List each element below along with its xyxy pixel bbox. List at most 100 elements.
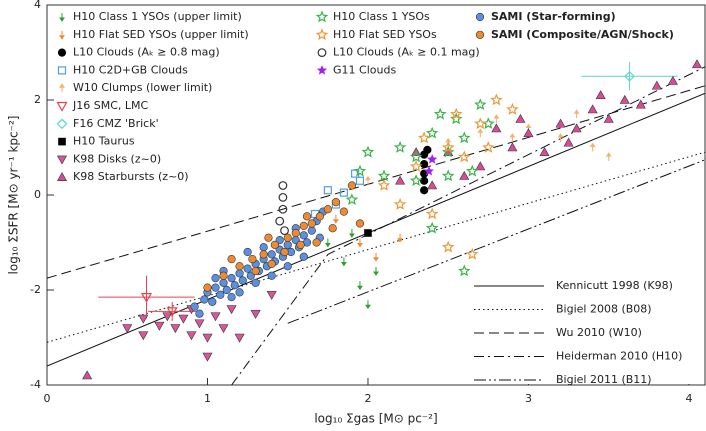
point xyxy=(420,160,429,169)
legend-label: F16 CMZ 'Brick' xyxy=(73,117,159,130)
point xyxy=(425,221,439,234)
x-tick-label: 4 xyxy=(685,392,692,405)
legend-label: G11 Clouds xyxy=(333,63,396,76)
point xyxy=(458,264,471,277)
point xyxy=(409,174,423,187)
x-axis-label: log₁₀ Σgas [M⊙ pc⁻²] xyxy=(314,412,437,426)
point xyxy=(373,267,379,276)
legend-marker xyxy=(56,155,68,165)
point xyxy=(250,309,261,319)
point xyxy=(624,70,635,82)
point xyxy=(283,240,292,249)
point xyxy=(420,176,429,185)
point xyxy=(509,133,516,142)
point xyxy=(474,98,487,111)
fit-line xyxy=(47,85,705,279)
point xyxy=(243,264,252,273)
point xyxy=(377,169,391,182)
point xyxy=(238,276,247,285)
point xyxy=(377,178,391,191)
point xyxy=(515,113,526,123)
y-tick-label: 0 xyxy=(34,188,41,201)
point xyxy=(324,238,331,248)
legend-item: H10 C2D+GB Clouds xyxy=(57,63,188,76)
point xyxy=(459,170,470,180)
point xyxy=(425,126,439,139)
legend-label: J16 SMC, LMC xyxy=(72,99,149,112)
legend-item: H10 Taurus xyxy=(58,135,135,148)
point xyxy=(539,147,550,157)
point xyxy=(433,107,447,120)
point xyxy=(227,293,236,302)
point xyxy=(482,117,495,130)
point xyxy=(475,161,486,171)
point xyxy=(507,142,518,152)
point xyxy=(573,109,580,119)
point xyxy=(227,274,236,283)
y-tick-label: -2 xyxy=(30,283,41,296)
point xyxy=(275,216,285,226)
legend-item: L10 Clouds (Aₖ ≥ 0.8 mag) xyxy=(57,46,220,59)
point xyxy=(235,269,244,278)
point xyxy=(248,255,257,264)
point xyxy=(235,262,244,271)
point xyxy=(280,247,289,257)
legend-marker xyxy=(56,172,68,181)
point xyxy=(353,164,367,177)
legend-marker xyxy=(317,48,327,57)
legend-item: K98 Starbursts (z~0) xyxy=(56,170,189,183)
legend-label: Heiderman 2010 (H10) xyxy=(556,350,682,363)
legend-label: K98 Starbursts (z~0) xyxy=(73,170,189,183)
point xyxy=(234,333,245,343)
point xyxy=(427,154,438,164)
point xyxy=(200,295,209,304)
point xyxy=(450,107,463,120)
legend-marker xyxy=(315,28,329,41)
point xyxy=(347,181,357,190)
point xyxy=(140,293,153,303)
y-tick-label: 4 xyxy=(34,0,41,11)
point xyxy=(138,331,149,341)
point xyxy=(373,252,379,262)
point xyxy=(417,131,431,144)
fit-line xyxy=(47,92,705,367)
legend-item: H10 Flat SED YSOs (upper limit) xyxy=(59,28,249,41)
point xyxy=(348,229,355,238)
legend-item: K98 Disks (z~0) xyxy=(56,152,161,165)
x-tick-label: 2 xyxy=(364,392,371,405)
point xyxy=(296,240,305,249)
legend-label: H10 Taurus xyxy=(73,135,135,148)
point xyxy=(331,198,340,207)
legend-item: F16 CMZ 'Brick' xyxy=(56,117,159,130)
point xyxy=(482,140,495,153)
point xyxy=(393,140,407,153)
legend-label: L10 Clouds (Aₖ ≥ 0.8 mag) xyxy=(73,46,220,59)
point xyxy=(270,240,279,249)
point xyxy=(211,283,220,292)
point xyxy=(420,186,429,195)
point xyxy=(340,257,347,267)
point xyxy=(283,262,292,271)
legend-label: Bigiel 2008 (B08) xyxy=(556,303,652,316)
point xyxy=(493,114,500,123)
point xyxy=(393,197,407,210)
legend-item: SAMI (Composite/AGN/Shock) xyxy=(475,28,674,41)
point xyxy=(170,324,181,334)
legend-label: SAMI (Composite/AGN/Shock) xyxy=(491,28,674,41)
y-tick-label: -4 xyxy=(30,378,41,391)
point xyxy=(587,104,598,114)
legend-label: W10 Clumps (lower limit) xyxy=(73,81,212,94)
legend-item: G11 Clouds xyxy=(316,63,396,76)
legend-item: L10 Clouds (Aₖ ≥ 0.1 mag) xyxy=(317,46,480,59)
point xyxy=(450,112,463,125)
point xyxy=(365,300,371,310)
point xyxy=(397,233,404,243)
point xyxy=(361,145,375,158)
line-legend-bg xyxy=(468,272,704,384)
point xyxy=(442,145,455,158)
point xyxy=(357,238,363,248)
point xyxy=(299,252,308,261)
point xyxy=(291,228,300,238)
point xyxy=(355,219,365,228)
x-tick-label: 3 xyxy=(525,392,532,405)
